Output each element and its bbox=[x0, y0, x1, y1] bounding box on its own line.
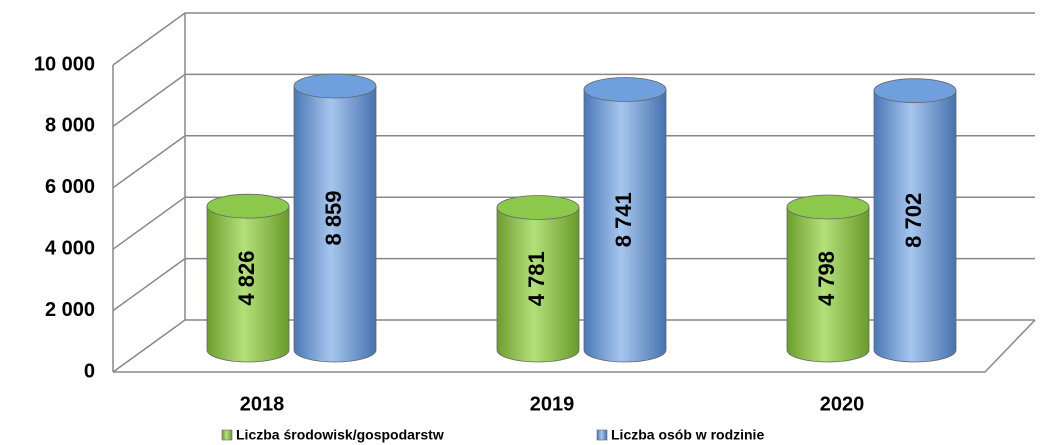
grid-line bbox=[112, 135, 1035, 189]
value-label: 8 702 bbox=[901, 193, 926, 248]
x-tick-label: 2018 bbox=[240, 393, 285, 415]
x-tick-label: 2020 bbox=[820, 393, 865, 415]
grid-line bbox=[112, 73, 1035, 128]
value-label: 4 781 bbox=[524, 251, 549, 306]
cylinder-body bbox=[293, 85, 377, 363]
grid-line bbox=[112, 12, 1035, 66]
y-tick-label: 6 000 bbox=[45, 176, 95, 198]
cylinder-top bbox=[873, 78, 957, 104]
floor bbox=[113, 319, 1036, 373]
legend-swatch bbox=[221, 429, 233, 441]
cylinder-body bbox=[583, 89, 667, 363]
y-tick-label: 0 bbox=[84, 360, 95, 382]
cylinder-body bbox=[786, 206, 870, 363]
cylinder bbox=[206, 193, 290, 363]
cylinder-top bbox=[583, 77, 667, 102]
grid-line bbox=[112, 319, 1035, 373]
legend-label: Liczba osób w rodzinie bbox=[611, 427, 764, 443]
cylinder bbox=[583, 77, 667, 363]
value-label: 4 826 bbox=[234, 251, 259, 306]
y-tick-label: 8 000 bbox=[45, 115, 95, 137]
cylinder bbox=[293, 73, 377, 363]
cylinder-body bbox=[206, 205, 290, 363]
cylinder bbox=[496, 195, 580, 363]
legend-swatch bbox=[596, 429, 608, 441]
x-tick-label: 2019 bbox=[530, 393, 575, 415]
value-label: 8 741 bbox=[611, 192, 636, 247]
value-label: 4 798 bbox=[814, 251, 839, 306]
cylinder bbox=[873, 78, 957, 363]
cylinder-top bbox=[786, 194, 870, 220]
cylinder-top bbox=[496, 195, 580, 220]
cylinder bbox=[786, 194, 870, 363]
cylinder-body bbox=[873, 90, 957, 363]
y-tick-label: 4 000 bbox=[45, 237, 95, 259]
grid-line bbox=[112, 196, 1035, 250]
value-label: 8 859 bbox=[321, 190, 346, 245]
y-tick-label: 10 000 bbox=[34, 53, 95, 75]
y-tick-label: 2 000 bbox=[45, 299, 95, 321]
grid-line bbox=[112, 257, 1035, 312]
cylinder-top bbox=[293, 73, 377, 99]
cylinder-top bbox=[206, 193, 290, 219]
legend-label: Liczba środowisk/gospodarstw bbox=[236, 427, 444, 443]
cylinder-body bbox=[496, 207, 580, 363]
